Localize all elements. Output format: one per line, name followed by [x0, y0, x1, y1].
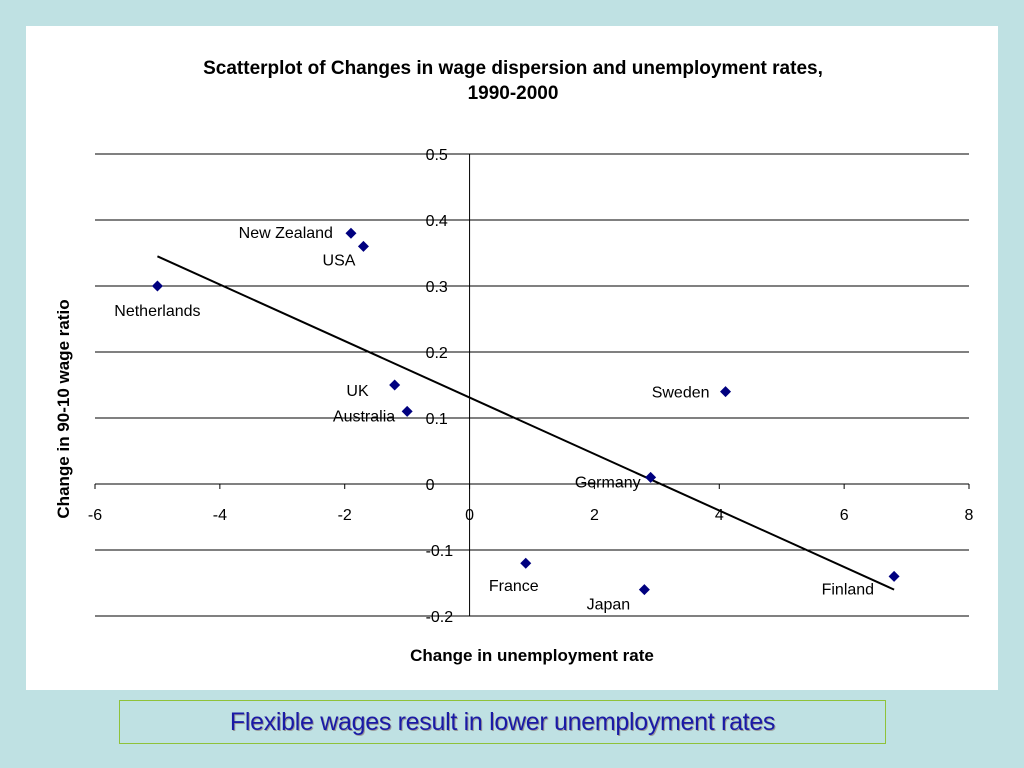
data-point-germany: [645, 471, 657, 483]
caption-text: Flexible wages result in lower unemploym…: [229, 707, 776, 736]
scatter-chart: Scatterplot of Changes in wage dispersio…: [54, 58, 974, 665]
chart-title-line-2: 1990-2000: [468, 83, 559, 104]
point-label-france: France: [489, 578, 539, 595]
data-point-usa: [357, 240, 369, 252]
point-label-new-zealand: New Zealand: [239, 225, 333, 242]
point-label-germany: Germany: [575, 474, 641, 491]
point-label-sweden: Sweden: [652, 385, 710, 402]
x-tick-label: -6: [88, 507, 102, 524]
y-tick-label: 0.4: [426, 213, 448, 230]
trendline-layer: [157, 255, 895, 591]
data-point-new-zealand: [345, 227, 357, 239]
y-tick-label: 0.2: [426, 345, 448, 362]
y-tick-label: 0.1: [426, 411, 448, 428]
x-tick-label: 0: [465, 507, 474, 524]
point-label-usa: USA: [323, 252, 356, 269]
x-tick-label: 6: [840, 507, 849, 524]
point-label-australia: Australia: [333, 408, 395, 425]
point-label-finland: Finland: [822, 581, 874, 598]
y-tick-label: 0.3: [426, 279, 448, 296]
x-tick-label: 2: [590, 507, 599, 524]
caption-box: Flexible wages result in lower unemploym…: [119, 700, 886, 744]
x-tick-label: -4: [213, 507, 227, 524]
x-axis-title: Change in unemployment rate: [410, 646, 654, 665]
y-tick-label: -0.1: [426, 543, 454, 560]
y-axis-title: Change in 90-10 wage ratio: [54, 299, 73, 518]
grid-layer: [95, 153, 969, 617]
x-tick-label: 8: [965, 507, 974, 524]
x-tick-label: -2: [338, 507, 352, 524]
point-label-uk: UK: [346, 383, 369, 400]
data-point-uk: [389, 379, 401, 391]
y-tick-label: -0.2: [426, 609, 454, 626]
points-layer: [151, 227, 900, 596]
y-tick-label: 0: [426, 477, 435, 494]
data-point-sweden: [720, 386, 732, 398]
data-point-finland: [888, 570, 900, 582]
data-point-australia: [401, 405, 413, 417]
chart-title-line-1: Scatterplot of Changes in wage dispersio…: [203, 58, 823, 79]
tick-labels: -0.2 -0.1 0 0.1 0.2 0.3 0.4 0.5 -6 -4 -2 0 2 4 6 8: [88, 147, 974, 626]
data-point-japan: [638, 584, 650, 596]
x-tick-label: 4: [715, 507, 724, 524]
point-label-netherlands: Netherlands: [114, 303, 200, 320]
chart-panel: Scatterplot of Changes in wage dispersio…: [26, 26, 998, 690]
point-labels: Netherlands New Zealand USA UK Australia Fran…: [114, 225, 874, 613]
y-tick-label: 0.5: [426, 147, 448, 164]
data-point-netherlands: [151, 280, 163, 292]
axis-layer: [94, 153, 970, 617]
point-label-japan: Japan: [587, 597, 631, 614]
data-point-france: [520, 557, 532, 569]
trendline: [157, 255, 895, 591]
